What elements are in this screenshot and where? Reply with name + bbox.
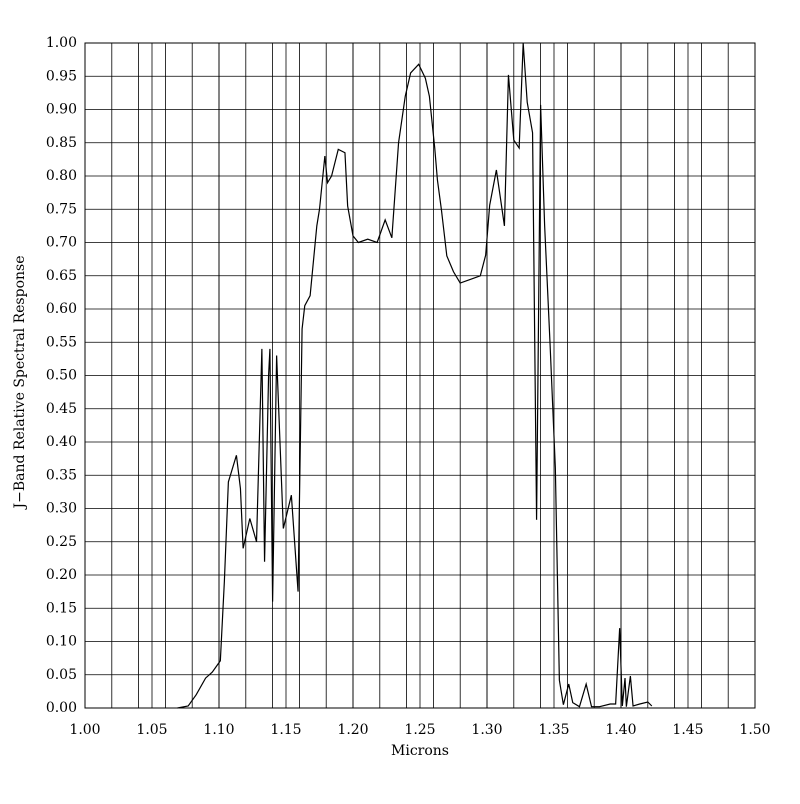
y-tick-label: 0.20 — [46, 567, 77, 583]
x-axis-label: Microns — [391, 743, 449, 759]
y-tick-label: 0.55 — [46, 334, 77, 350]
x-tick-label: 1.00 — [69, 722, 100, 738]
y-tick-label: 0.25 — [46, 534, 77, 550]
x-tick-label: 1.25 — [404, 722, 435, 738]
x-tick-label: 1.30 — [471, 722, 502, 738]
y-tick-label: 0.70 — [46, 235, 77, 251]
x-tick-label: 1.50 — [739, 722, 770, 738]
y-tick-label: 0.90 — [46, 102, 77, 118]
x-tick-label: 1.40 — [605, 722, 636, 738]
y-tick-label: 0.30 — [46, 501, 77, 517]
y-tick-label: 0.95 — [46, 68, 77, 84]
y-axis-label: J−Band Relative Spectral Response — [12, 256, 28, 511]
y-tick-label: 0.35 — [46, 467, 77, 483]
x-tick-label: 1.05 — [136, 722, 167, 738]
y-tick-label: 0.80 — [46, 168, 77, 184]
y-tick-label: 0.00 — [46, 700, 77, 716]
x-tick-label: 1.10 — [203, 722, 234, 738]
x-tick-label: 1.20 — [337, 722, 368, 738]
y-tick-label: 0.05 — [46, 667, 77, 683]
y-tick-label: 0.40 — [46, 434, 77, 450]
x-tick-label: 1.15 — [270, 722, 301, 738]
y-tick-label: 0.75 — [46, 201, 77, 217]
y-tick-label: 0.45 — [46, 401, 77, 417]
y-tick-label: 0.65 — [46, 268, 77, 284]
y-tick-label: 0.60 — [46, 301, 77, 317]
y-tick-label: 0.10 — [46, 634, 77, 650]
y-tick-label: 1.00 — [46, 35, 77, 51]
y-tick-label: 0.15 — [46, 600, 77, 616]
y-tick-label: 0.85 — [46, 135, 77, 151]
x-tick-label: 1.45 — [672, 722, 703, 738]
spectral-line — [177, 42, 653, 709]
x-tick-label: 1.35 — [538, 722, 569, 738]
y-tick-label: 0.50 — [46, 368, 77, 384]
